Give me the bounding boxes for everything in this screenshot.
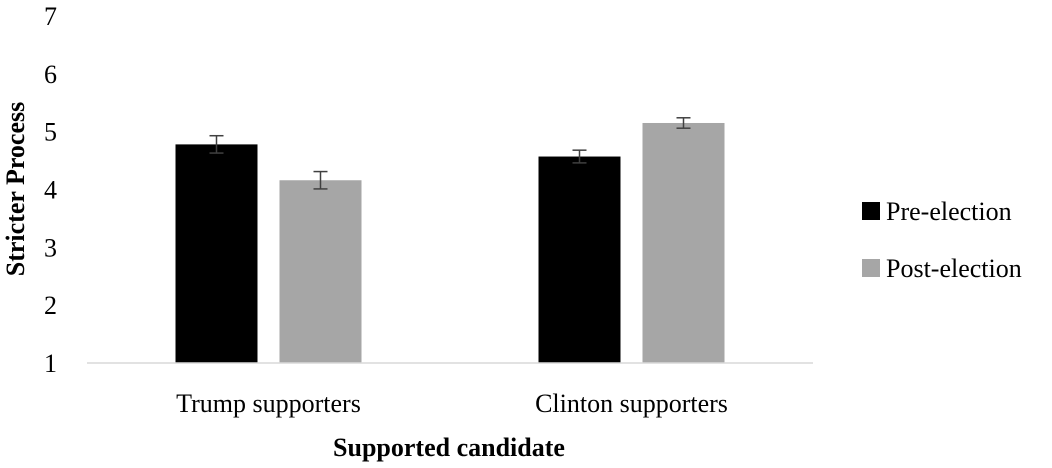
legend-label: Pre-election [886,197,1012,226]
legend: Pre-election Post-election [862,197,1022,283]
error-bars-layer [209,117,691,190]
bar-pre-election-1 [175,144,258,363]
y-tick-label: 4 [44,176,57,205]
legend-item: Post-election [862,254,1022,283]
error-bar [209,134,224,154]
y-tick-label: 7 [44,2,57,31]
x-axis-title: Supported candidate [333,433,565,462]
error-bar [572,149,587,164]
error-bar [313,170,328,190]
bar-post-election-2 [642,122,725,363]
error-bar [676,117,691,129]
y-axis-title: Stricter Process [1,102,30,276]
y-tick-label: 1 [44,349,57,378]
y-tick-label: 5 [44,118,57,147]
legend-item: Pre-election [862,197,1012,226]
legend-swatch [862,259,880,277]
x-tick-label: Clinton supporters [535,389,728,418]
bars-layer [175,122,725,363]
y-tick-label: 6 [44,60,57,89]
y-tick-label: 2 [44,291,57,320]
bar-pre-election-2 [538,156,621,363]
y-tick-label: 3 [44,233,57,262]
legend-swatch [862,202,880,220]
legend-label: Post-election [886,254,1022,283]
x-tick-label: Trump supporters [176,389,361,418]
bar-post-election-1 [279,180,362,363]
x-tick-labels: Trump supporters Clinton supporters [176,389,728,418]
y-tick-labels: 1 2 3 4 5 6 7 [44,2,57,378]
